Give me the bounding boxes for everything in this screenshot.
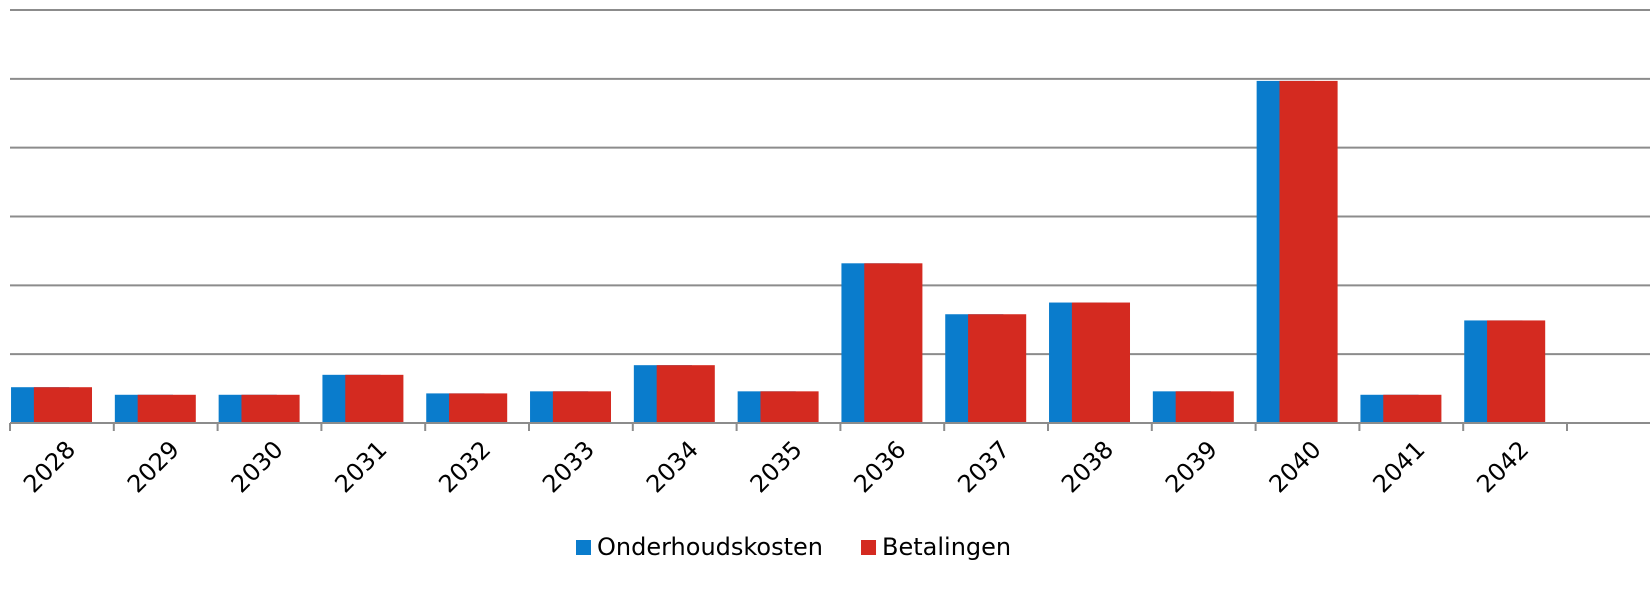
bar: [345, 374, 404, 423]
bar: [449, 393, 508, 423]
x-tick-label: 2031: [330, 435, 393, 498]
bar: [137, 394, 196, 423]
bar: [1175, 391, 1234, 423]
x-tick-label: 2032: [433, 435, 496, 498]
x-tick-label: 2041: [1368, 435, 1431, 498]
x-tick-label: 2038: [1056, 435, 1119, 498]
x-tick-label: 2040: [1264, 435, 1327, 498]
bar: [1383, 394, 1442, 423]
x-tick-label: 2039: [1160, 435, 1223, 498]
bar: [33, 387, 93, 423]
bar: [552, 391, 612, 423]
bar: [1071, 302, 1131, 423]
legend-swatch: [576, 540, 591, 555]
x-tick-label: 2035: [745, 435, 808, 498]
bar: [864, 263, 923, 423]
bar: [656, 365, 715, 423]
x-tick-label: 2036: [849, 435, 912, 498]
bar: [1487, 320, 1546, 423]
x-tick-label: 2029: [122, 435, 185, 498]
x-tick-label: 2042: [1471, 435, 1534, 498]
bar: [968, 314, 1027, 423]
x-tick-label: 2037: [952, 435, 1015, 498]
x-tick-label: 2028: [18, 435, 81, 498]
bar: [760, 391, 819, 423]
bar: [1279, 80, 1338, 424]
x-tick-label: 2030: [226, 435, 289, 498]
x-tick-label: 2034: [641, 435, 704, 498]
x-tick-label: 2033: [537, 435, 600, 498]
legend-label: Onderhoudskosten: [597, 533, 823, 561]
legend-label: Betalingen: [882, 533, 1011, 561]
legend-swatch: [861, 540, 877, 555]
bar: [241, 394, 300, 423]
